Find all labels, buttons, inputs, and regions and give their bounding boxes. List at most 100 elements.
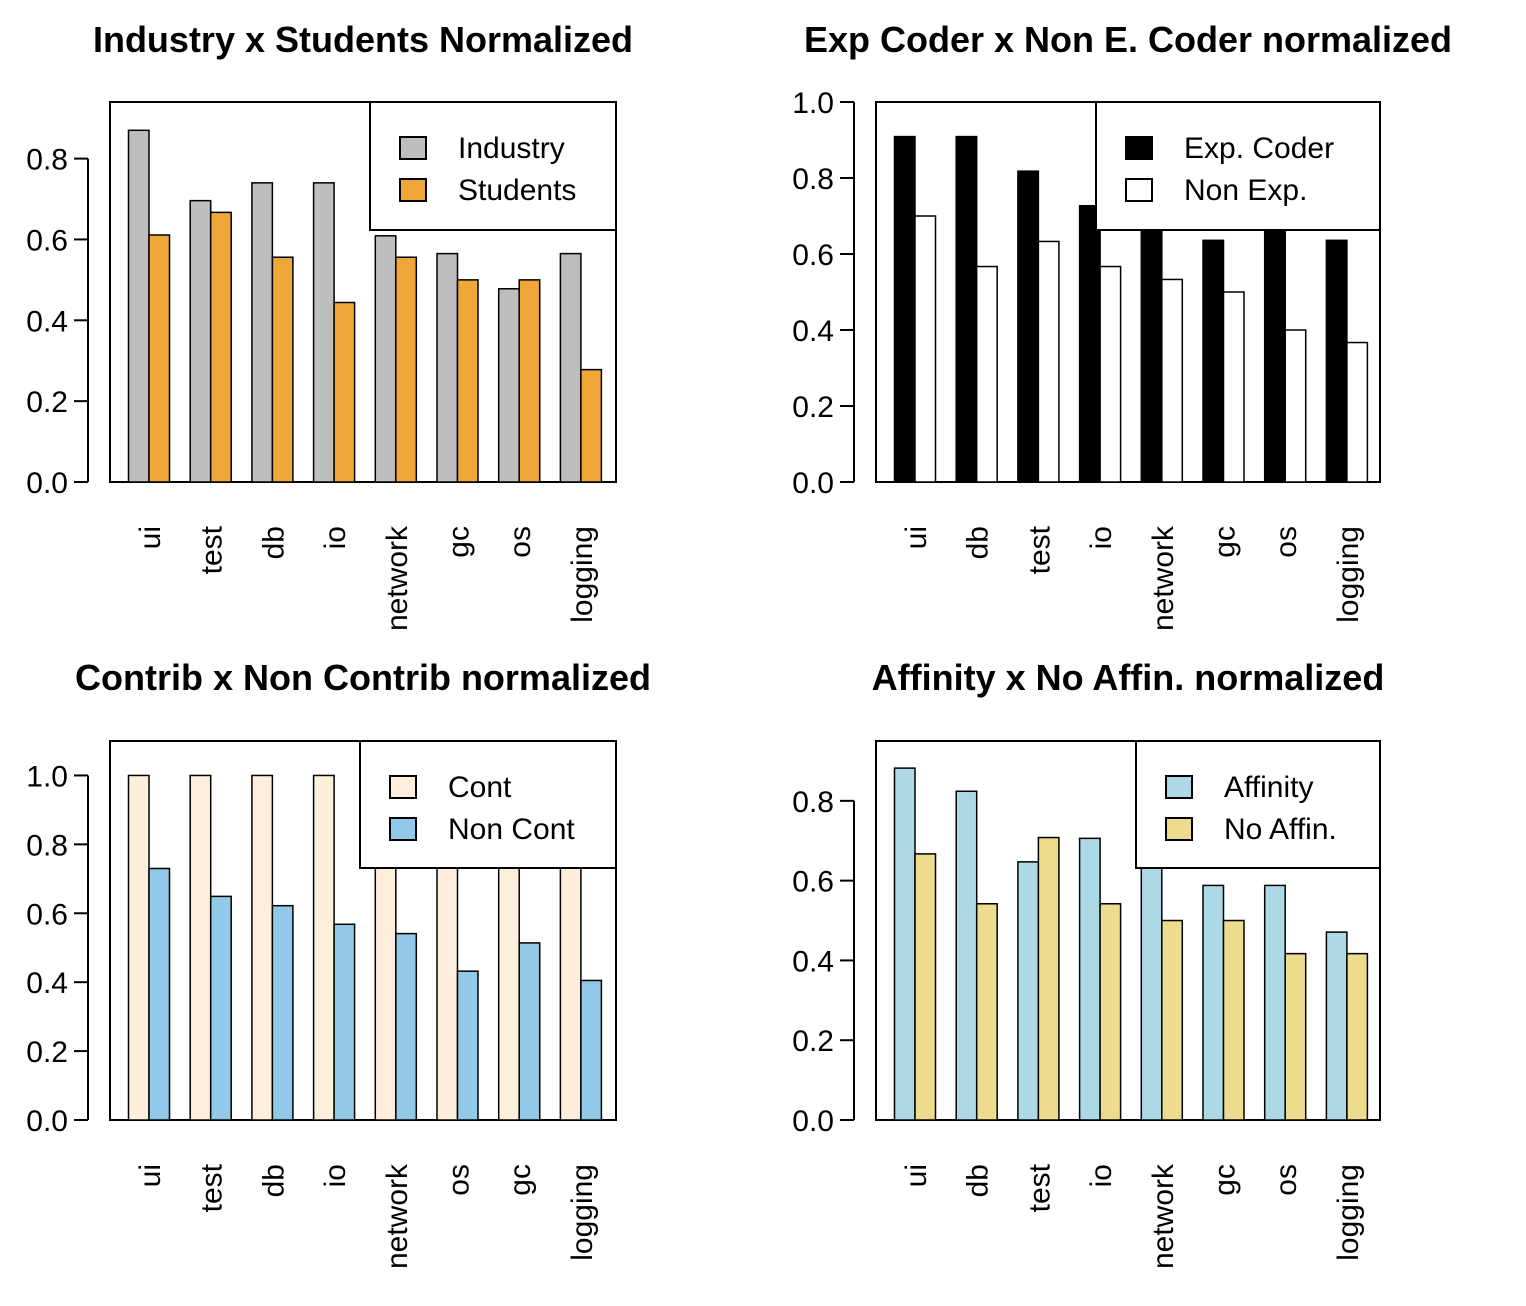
bar-io-students: [333, 301, 356, 483]
legend: [1095, 101, 1381, 231]
y-tick-label: 0.4: [792, 945, 834, 978]
legend: [359, 740, 617, 869]
bar-ui-non-cont: [148, 867, 171, 1121]
legend: [369, 101, 617, 231]
x-tick-label: test: [1023, 525, 1056, 574]
bar-io-non-cont: [333, 923, 356, 1121]
bar-test-affinity: [1017, 861, 1040, 1121]
x-tick-label: db: [257, 1164, 290, 1197]
bar-ui-cont: [127, 774, 150, 1121]
bar-ui-students: [148, 234, 171, 483]
x-tick-label: os: [1270, 526, 1303, 558]
x-tick-label: test: [196, 525, 229, 574]
x-tick-label: network: [381, 525, 414, 631]
bar-io-cont: [312, 774, 335, 1121]
chart-title: Contrib x Non Contrib normalized: [75, 657, 651, 698]
bar-gc-exp-coder: [1202, 239, 1225, 483]
x-tick-label: db: [257, 526, 290, 559]
y-tick-label: 0.0: [26, 1105, 68, 1138]
y-tick-label: 0.8: [26, 144, 68, 177]
x-tick-label: logging: [566, 526, 599, 623]
x-tick-label: gc: [443, 526, 476, 558]
legend-label: Non Cont: [448, 813, 575, 846]
bar-os-exp-coder: [1263, 222, 1286, 483]
bar-gc-no-affin: [1222, 919, 1245, 1121]
chart-title: Industry x Students Normalized: [93, 19, 633, 60]
y-tick-label: 0.2: [26, 1036, 68, 1069]
bar-os-affinity: [1263, 884, 1286, 1121]
y-tick-label: 0.0: [26, 467, 68, 500]
bar-db-cont: [251, 774, 274, 1121]
y-tick-label: 0.6: [26, 224, 68, 257]
y-tick-label: 0.2: [792, 1025, 834, 1058]
x-tick-label: test: [196, 1163, 229, 1212]
bar-os-non-cont: [456, 970, 479, 1121]
chart-panel-1: Industry x Students Normalized 0.0 0.2 0.4 0…: [26, 19, 633, 631]
bar-os-cont: [436, 826, 459, 1121]
bar-io-exp-coder: [1078, 204, 1101, 483]
bar-logging-cont: [559, 826, 582, 1121]
bar-test-cont: [189, 774, 212, 1121]
chart-title: Affinity x No Affin. normalized: [872, 657, 1385, 698]
legend-swatch: [1125, 136, 1153, 160]
bar-ui-non-exp: [914, 215, 937, 483]
y-tick-label: 0.6: [792, 239, 834, 272]
bar-io-non-exp: [1099, 265, 1122, 483]
y-tick-label: 0.6: [26, 898, 68, 931]
bar-os-no-affin: [1284, 952, 1307, 1121]
bar-ui-exp-coder: [893, 135, 916, 483]
x-tick-label: io: [319, 526, 352, 549]
legend-label: Industry: [458, 132, 565, 165]
x-tick-label: test: [1023, 1163, 1056, 1212]
x-tick-label: network: [1147, 1163, 1180, 1269]
legend-swatch: [1165, 817, 1193, 841]
x-tick-label: io: [1085, 526, 1118, 549]
y-tick-label: 0.4: [26, 305, 68, 338]
bar-test-exp-coder: [1017, 170, 1040, 483]
bar-logging-industry: [559, 252, 582, 483]
x-tick-label: ui: [134, 1164, 167, 1187]
bar-logging-no-affin: [1346, 952, 1369, 1121]
x-tick-label: os: [443, 1164, 476, 1196]
bar-gc-students: [456, 279, 479, 483]
y-tick-label: 0.4: [26, 967, 68, 1000]
legend-label: Non Exp.: [1184, 174, 1307, 207]
bar-db-industry: [251, 182, 274, 483]
x-tick-label: os: [1270, 1164, 1303, 1196]
legend-swatch: [399, 178, 427, 202]
bar-io-affinity: [1078, 837, 1101, 1121]
bar-os-students: [518, 279, 541, 483]
x-tick-label: network: [1147, 525, 1180, 631]
bar-test-students: [209, 211, 232, 483]
y-tick-label: 0.4: [792, 315, 834, 348]
legend-label: Exp. Coder: [1184, 132, 1334, 165]
x-tick-label: ui: [900, 1164, 933, 1187]
bar-network-cont: [374, 826, 397, 1121]
x-tick-label: logging: [566, 1164, 599, 1261]
bar-network-students: [395, 256, 418, 483]
y-tick-label: 0.8: [792, 163, 834, 196]
chart-title: Exp Coder x Non E. Coder normalized: [804, 19, 1452, 60]
x-tick-label: io: [1085, 1164, 1118, 1187]
bar-test-non-cont: [209, 895, 232, 1121]
bar-ui-industry: [127, 129, 150, 483]
bar-logging-exp-coder: [1325, 239, 1348, 483]
legend-label: Cont: [448, 771, 512, 804]
plot-frame: [109, 101, 617, 483]
bar-network-industry: [374, 235, 397, 483]
bar-logging-students: [580, 368, 603, 483]
x-tick-label: gc: [1209, 526, 1242, 558]
bar-gc-industry: [436, 252, 459, 483]
x-tick-label: io: [319, 1164, 352, 1187]
bar-ui-affinity: [893, 767, 916, 1121]
bar-gc-non-cont: [518, 942, 541, 1121]
legend-label: Affinity: [1224, 771, 1314, 804]
x-tick-label: network: [381, 1163, 414, 1269]
bar-network-non-exp: [1161, 278, 1184, 483]
bar-test-non-exp: [1037, 240, 1060, 483]
y-tick-label: 0.2: [792, 391, 834, 424]
chart-panel-3: Contrib x Non Contrib normalized 0.0 0.2 0.…: [26, 657, 651, 1269]
x-tick-label: ui: [900, 526, 933, 549]
bar-gc-non-exp: [1222, 291, 1245, 483]
y-tick-label: 0.0: [792, 1105, 834, 1138]
